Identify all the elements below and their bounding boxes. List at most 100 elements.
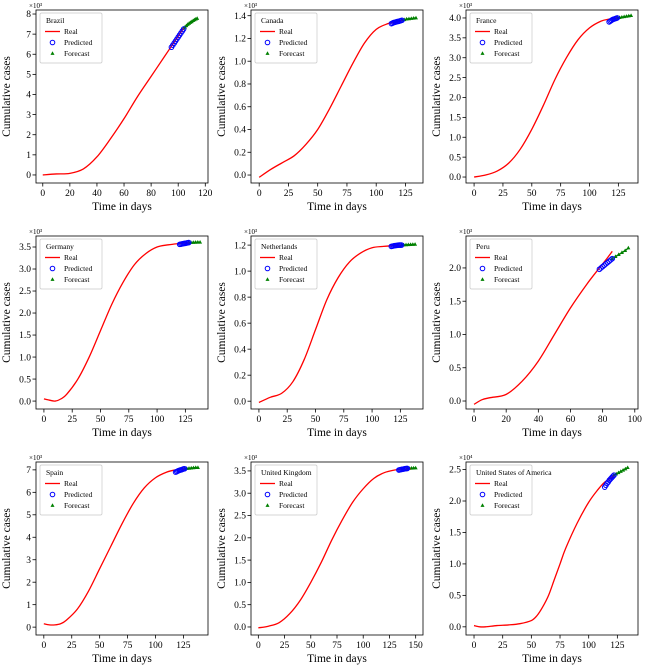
- y-tick-label: 8: [26, 10, 31, 20]
- y-tick-label: 0.8: [234, 80, 246, 90]
- forecast-point: [621, 467, 626, 472]
- y-tick-label: 0.6: [234, 103, 246, 113]
- x-tick-label: 20: [65, 189, 75, 199]
- y-tick-label: 4.0: [449, 14, 461, 24]
- real-line: [43, 468, 185, 626]
- x-tick-label: 0: [257, 415, 262, 425]
- y-tick-label: 3.5: [19, 243, 31, 253]
- predicted-point: [603, 261, 609, 267]
- legend-title: Netherlands: [261, 242, 297, 251]
- x-tick-label: 25: [498, 189, 508, 199]
- x-axis-label: Time in days: [307, 201, 367, 213]
- plot-frame: [35, 461, 209, 636]
- x-axis-label: Time in days: [92, 201, 152, 213]
- legend-predicted-swatch: [264, 39, 271, 46]
- legend-predicted-label: Predicted: [64, 264, 93, 273]
- predicted-point: [596, 266, 603, 273]
- x-tick-label: 100: [171, 189, 186, 199]
- x-tick-label: 100: [582, 189, 597, 199]
- legend-predicted-swatch: [264, 491, 271, 498]
- x-tick-label: 75: [339, 415, 349, 425]
- x-tick-label: 25: [280, 641, 290, 651]
- y-tick-label: 5: [26, 511, 31, 521]
- x-tick-label: 50: [311, 415, 321, 425]
- y-tick-label: 1.2: [234, 35, 246, 45]
- legend-forecast-swatch: [265, 277, 270, 281]
- y-tick-label: 0.0: [234, 397, 246, 407]
- x-axis-label: Time in days: [522, 427, 582, 439]
- real-line: [43, 241, 189, 402]
- x-tick-label: 100: [365, 415, 380, 425]
- legend-title: Peru: [476, 242, 490, 251]
- y-tick-label: 1.0: [449, 560, 461, 570]
- x-tick-label: 75: [124, 415, 134, 425]
- y-tick-label: 4: [26, 533, 31, 543]
- y-tick-label: 2.5: [234, 512, 246, 522]
- predicted-point: [181, 465, 188, 472]
- y-multiplier: ×10³: [29, 228, 42, 236]
- legend-box: [254, 12, 318, 64]
- predicted-point: [399, 17, 405, 24]
- plot-frame: [465, 9, 639, 184]
- y-tick-label: 0.0: [449, 623, 461, 633]
- legend-forecast-label: Forecast: [494, 49, 520, 58]
- legend-predicted-label: Predicted: [494, 490, 523, 499]
- x-tick-label: 0: [256, 641, 261, 651]
- legend-predicted-swatch: [264, 265, 271, 272]
- x-tick-label: 125: [398, 189, 413, 199]
- x-tick-label: 125: [611, 189, 626, 199]
- y-tick-label: 5: [26, 71, 31, 81]
- real-line: [42, 27, 185, 176]
- y-tick-label: 2.5: [19, 287, 31, 297]
- real-line: [473, 475, 615, 628]
- legend-predicted-swatch: [479, 491, 486, 498]
- x-tick-label: 100: [148, 641, 163, 651]
- legend-forecast-swatch: [480, 51, 485, 55]
- legend: United Kingdom Real Predicted Forecast: [254, 464, 318, 516]
- x-tick-label: 0: [472, 189, 477, 199]
- y-multiplier: ×10³: [29, 2, 42, 10]
- y-tick-label: 3.0: [19, 265, 31, 275]
- y-axis-label: Cumulative cases: [1, 508, 13, 589]
- y-axis-label: Cumulative cases: [1, 282, 13, 363]
- x-axis-label: Time in days: [522, 653, 582, 665]
- x-tick-label: 50: [306, 641, 316, 651]
- x-tick-label: 75: [332, 641, 342, 651]
- y-axis-label: Cumulative cases: [216, 282, 228, 363]
- y-tick-label: 1: [26, 151, 31, 161]
- legend-forecast-label: Forecast: [64, 49, 90, 58]
- y-tick-label: 0.2: [234, 148, 246, 158]
- y-tick-label: 3.0: [234, 489, 246, 499]
- legend-forecast-label: Forecast: [494, 501, 520, 510]
- predicted-point: [404, 465, 411, 472]
- y-tick-label: 3.5: [449, 34, 461, 44]
- legend-predicted-label: Predicted: [64, 490, 93, 499]
- forecast-point: [629, 13, 634, 17]
- legend: Germany Real Predicted Forecast: [39, 238, 103, 290]
- plot-frame: [250, 235, 424, 410]
- y-tick-label: 1.0: [234, 267, 246, 277]
- legend-box: [469, 12, 533, 64]
- x-tick-label: 125: [393, 415, 408, 425]
- y-multiplier: ×10³: [459, 228, 472, 236]
- legend-predicted-swatch: [479, 265, 486, 272]
- x-tick-label: 125: [178, 415, 193, 425]
- x-tick-label: 20: [501, 415, 511, 425]
- real-line: [258, 19, 403, 178]
- x-tick-label: 40: [92, 189, 102, 199]
- legend-title: Germany: [46, 242, 74, 251]
- predicted-point: [599, 263, 606, 270]
- y-tick-label: 1.0: [234, 579, 246, 589]
- x-axis-label: Time in days: [307, 653, 367, 665]
- x-tick-label: 80: [598, 415, 608, 425]
- y-tick-label: 1.5: [449, 114, 461, 124]
- y-multiplier: ×10³: [459, 2, 472, 10]
- legend-forecast-swatch: [50, 51, 55, 55]
- legend-box: [39, 12, 103, 64]
- predicted-point: [398, 242, 405, 248]
- forecast-point: [195, 16, 200, 20]
- y-tick-label: 2.0: [234, 534, 246, 544]
- x-tick-label: 25: [498, 641, 508, 651]
- x-tick-label: 100: [628, 415, 643, 425]
